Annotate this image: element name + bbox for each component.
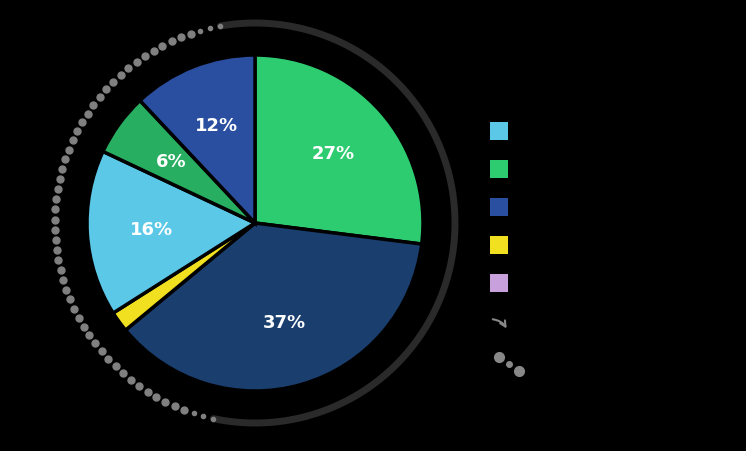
Bar xyxy=(490,236,508,254)
Wedge shape xyxy=(113,223,255,330)
Wedge shape xyxy=(103,101,255,223)
Wedge shape xyxy=(125,223,421,391)
Wedge shape xyxy=(140,55,255,223)
Text: 16%: 16% xyxy=(130,221,172,239)
Bar xyxy=(490,198,508,216)
Wedge shape xyxy=(87,152,255,313)
Text: 27%: 27% xyxy=(312,145,354,163)
Bar xyxy=(490,122,508,140)
Bar xyxy=(490,274,508,292)
Bar xyxy=(490,160,508,178)
Text: 12%: 12% xyxy=(195,117,238,135)
Text: 37%: 37% xyxy=(263,314,306,332)
Text: 6%: 6% xyxy=(155,153,186,171)
Wedge shape xyxy=(255,55,423,244)
